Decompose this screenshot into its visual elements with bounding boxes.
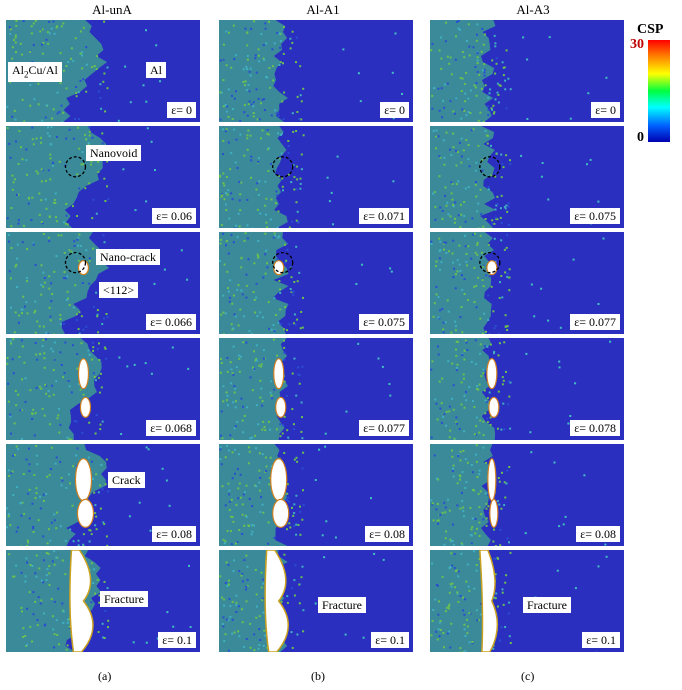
fracture-label-b: Fracture — [318, 597, 366, 613]
fracture-label-a: Fracture — [100, 591, 148, 607]
snapshot-panel: ε= 0.08 — [430, 444, 624, 546]
snapshot-panel: ε= 0.075 — [430, 126, 624, 228]
snapshot-panel: ε= 0.075 — [219, 232, 413, 334]
strain-label: ε= 0.08 — [365, 526, 409, 542]
column-title-a: Al-unA — [92, 2, 132, 17]
column-title-b: Al-A1 — [306, 2, 340, 17]
strain-label: ε= 0.08 — [152, 526, 196, 542]
crack-label: Crack — [108, 472, 145, 488]
subfigure-label-b: (b) — [311, 669, 325, 683]
strain-label: ε= 0.1 — [158, 632, 196, 648]
strain-label: ε= 0 — [591, 102, 620, 118]
strain-label: ε= 0.1 — [582, 632, 620, 648]
strain-label: ε= 0.068 — [146, 420, 196, 436]
column-title-c: Al-A3 — [516, 2, 550, 17]
snapshot-panel: ε= 0.068 — [6, 338, 200, 440]
snapshot-panel: ε= 0.1 — [6, 550, 200, 652]
direction-label: <112> — [99, 282, 139, 298]
snapshot-panel: ε= 0 — [219, 20, 413, 122]
colorbar-max-label: 30 — [630, 37, 644, 52]
strain-label: ε= 0.06 — [152, 208, 196, 224]
strain-label: ε= 0.071 — [359, 208, 409, 224]
strain-label: ε= 0.077 — [359, 420, 409, 436]
phase-label-al2cu: Al2Cu/Al — [8, 62, 62, 83]
snapshot-panel: ε= 0.077 — [219, 338, 413, 440]
snapshot-panel: ε= 0.071 — [219, 126, 413, 228]
strain-label: ε= 0.075 — [570, 208, 620, 224]
snapshot-panel: ε= 0.077 — [430, 232, 624, 334]
strain-label: ε= 0 — [167, 102, 196, 118]
snapshot-panel: ε= 0.06 — [6, 126, 200, 228]
colorbar — [648, 40, 670, 142]
strain-label: ε= 0 — [380, 102, 409, 118]
phase-label-al: Al — [146, 62, 166, 78]
snapshot-panel: ε= 0 — [430, 20, 624, 122]
strain-label: ε= 0.078 — [570, 420, 620, 436]
strain-label: ε= 0.077 — [570, 314, 620, 330]
strain-label: ε= 0.075 — [359, 314, 409, 330]
strain-label: ε= 0.066 — [146, 314, 196, 330]
snapshot-panel: ε= 0.08 — [6, 444, 200, 546]
snapshot-panel: ε= 0.078 — [430, 338, 624, 440]
nanocrack-label: Nano-crack — [96, 249, 160, 265]
colorbar-min-label: 0 — [637, 130, 644, 145]
nanovoid-label: Nanovoid — [86, 145, 142, 161]
snapshot-panel: ε= 0.1 — [219, 550, 413, 652]
strain-label: ε= 0.1 — [371, 632, 409, 648]
subfigure-label-c: (c) — [521, 669, 535, 683]
strain-label: ε= 0.08 — [576, 526, 620, 542]
snapshot-panel: ε= 0.08 — [219, 444, 413, 546]
subfigure-label-a: (a) — [98, 669, 112, 683]
fracture-label-c: Fracture — [523, 597, 571, 613]
colorbar-title: CSP — [637, 22, 664, 37]
